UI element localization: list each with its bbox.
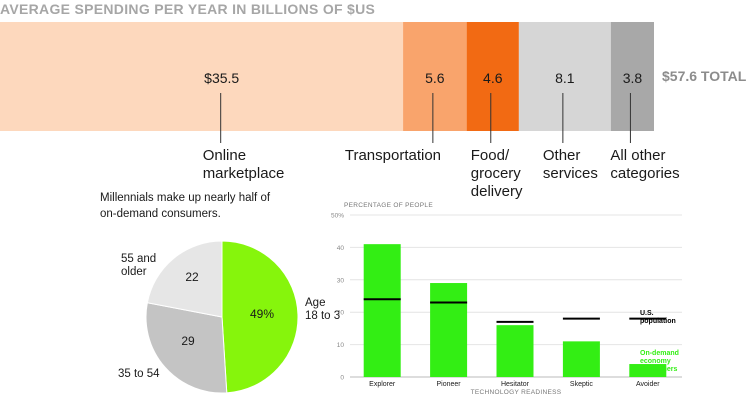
spending-category-label-3-1: services	[543, 165, 598, 182]
spending-category-label-0-0: Online	[203, 147, 246, 164]
spending-bar-segment-3	[518, 22, 611, 131]
readiness-x-tick-2: Hesitator	[501, 381, 530, 388]
spending-category-label-2-0: Food/	[471, 147, 510, 164]
legend-consumers-0: On-demand	[640, 350, 679, 357]
pie-value-label-1: 29	[181, 334, 195, 348]
spending-category-label-2-1: grocery	[471, 165, 522, 182]
readiness-x-tick-1: Pioneer	[437, 381, 462, 388]
spending-category-label-0-1: marketplace	[203, 165, 285, 182]
readiness-bar-2	[496, 325, 534, 377]
readiness-y-tick-5: 50%	[331, 213, 344, 220]
pie-chart-title: Millennials make up nearly half of on-de…	[100, 190, 270, 222]
spending-category-label-4-0: All other	[610, 147, 665, 164]
pie-slice-label-0-0: Age	[305, 297, 325, 309]
pie-slice-label-0-1: 18 to 34	[305, 310, 340, 322]
pie-slice-label-1-0: 35 to 54	[118, 368, 160, 380]
readiness-y-axis-label: PERCENTAGE OF PEOPLE	[344, 202, 433, 209]
pie-slice-label-2-1: older	[121, 266, 147, 278]
readiness-x-tick-4: Avoider	[636, 381, 660, 388]
spending-category-label-1-0: Transportation	[345, 147, 441, 164]
spending-total-label: $57.6 TOTAL	[662, 68, 747, 84]
readiness-bar-0	[363, 244, 401, 377]
spending-category-label-2-2: delivery	[471, 183, 523, 200]
pie-title-line-2: on-demand consumers.	[100, 208, 221, 220]
pie-value-label-2: 22	[185, 270, 199, 284]
spending-bar-segment-4	[610, 22, 654, 131]
readiness-x-axis-label: TECHNOLOGY READINESS	[471, 389, 562, 396]
pie-slice-0	[221, 240, 299, 394]
legend-consumers-2: consumers	[640, 366, 677, 373]
technology-readiness-chart: PERCENTAGE OF PEOPLE 0 10 20 30 40 50% Explorer…	[331, 202, 682, 396]
readiness-chart-content: PERCENTAGE OF PEOPLE 0 10 20 30 40 50% Explorer…	[331, 202, 682, 396]
spending-value-label-2: 4.6	[483, 70, 503, 86]
readiness-y-tick-3: 30	[337, 277, 345, 284]
readiness-x-tick-3: Skeptic	[570, 381, 593, 388]
pie-title-line-1: Millennials make up nearly half of	[100, 192, 271, 204]
pie-slice-1	[145, 302, 228, 394]
spending-value-label-4: 3.8	[623, 70, 643, 86]
legend-population-0: U.S.	[640, 310, 654, 317]
spending-value-label-0: $35.5	[204, 70, 239, 86]
spending-bar-segment-2	[466, 22, 519, 131]
readiness-y-tick-2: 20	[337, 310, 345, 317]
readiness-bar-1	[430, 283, 468, 377]
pie-value-label-0: 49%	[250, 307, 274, 321]
spending-bar-segment-1	[403, 22, 467, 131]
pie-slice-label-2-0: 55 and	[121, 253, 156, 265]
spending-value-label-3: 8.1	[555, 70, 575, 86]
legend-population-1: population	[640, 318, 676, 325]
spending-category-label-4-1: categories	[610, 165, 679, 182]
readiness-bar-4	[629, 364, 667, 377]
readiness-y-tick-0: 0	[340, 375, 344, 382]
legend-consumers-1: economy	[640, 358, 671, 365]
spending-category-label-3-0: Other	[543, 147, 581, 164]
spending-value-label-1: 5.6	[425, 70, 445, 86]
pie-slice-2	[146, 240, 223, 318]
readiness-y-tick-1: 10	[337, 342, 345, 349]
readiness-y-tick-4: 40	[337, 245, 345, 252]
readiness-x-tick-0: Explorer	[369, 381, 396, 388]
spending-bar-segment-0	[0, 22, 404, 131]
readiness-bar-3	[562, 341, 600, 377]
spending-chart-title: AVERAGE SPENDING PER YEAR IN BILLIONS OF…	[0, 1, 376, 17]
